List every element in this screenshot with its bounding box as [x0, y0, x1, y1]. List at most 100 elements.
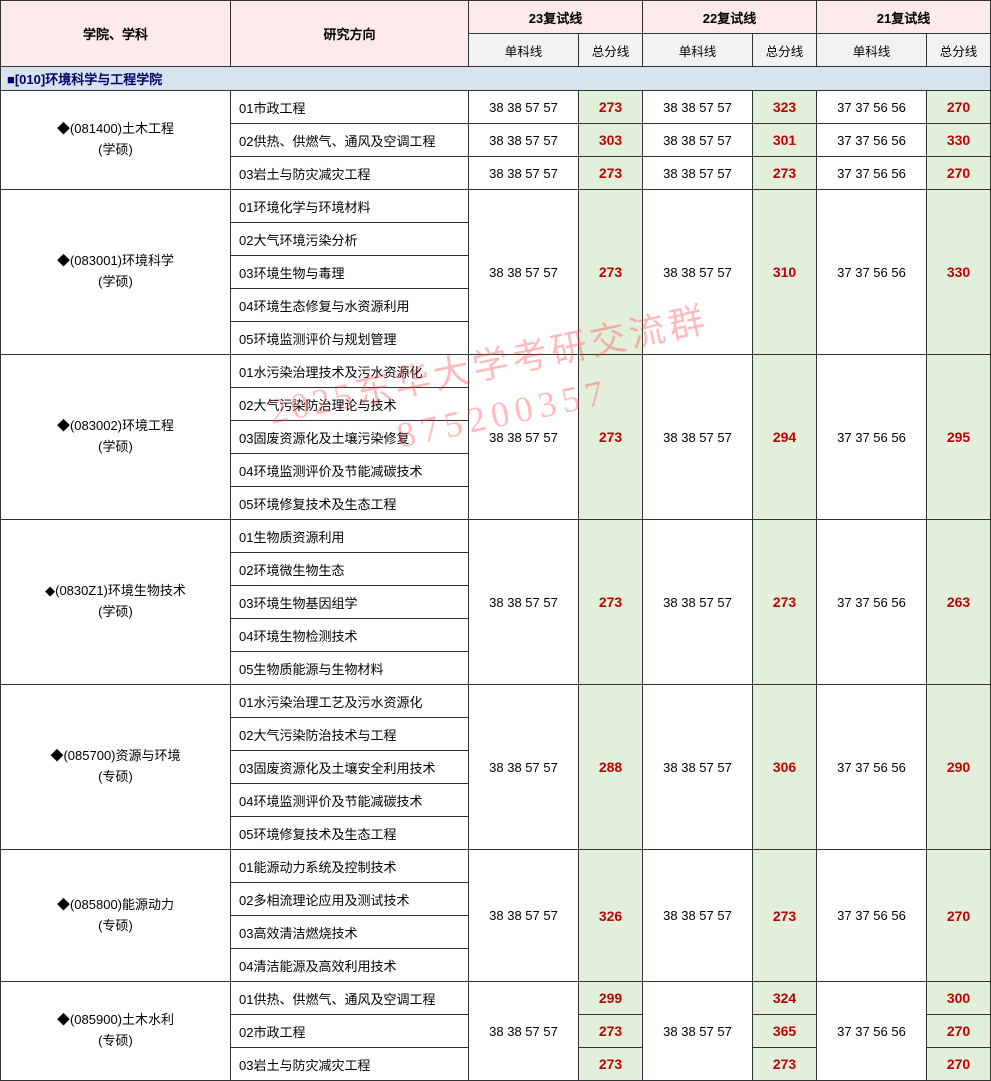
total-21: 270 — [927, 1015, 991, 1048]
total-23: 326 — [579, 850, 643, 982]
direction-cell: 02大气污染防治技术与工程 — [231, 718, 469, 751]
direction-cell: 02市政工程 — [231, 1015, 469, 1048]
total-22: 323 — [753, 91, 817, 124]
major-cell: ◆(0830Z1)环境生物技术(学硕) — [1, 520, 231, 685]
total-22: 306 — [753, 685, 817, 850]
direction-cell: 01水污染治理技术及污水资源化 — [231, 355, 469, 388]
direction-cell: 03高效清洁燃烧技术 — [231, 916, 469, 949]
major-type: (学硕) — [98, 439, 133, 454]
total-22: 324 — [753, 982, 817, 1015]
header-direction: 研究方向 — [231, 1, 469, 67]
score-21: 37 37 56 56 — [817, 850, 927, 982]
direction-cell: 05环境修复技术及生态工程 — [231, 487, 469, 520]
header-y23: 23复试线 — [469, 1, 643, 34]
direction-cell: 05环境监测评价与规划管理 — [231, 322, 469, 355]
total-21: 330 — [927, 124, 991, 157]
major-name: ◆(0830Z1)环境生物技术 — [45, 583, 186, 598]
score-23: 38 38 57 57 — [469, 190, 579, 355]
major-cell: ◆(085900)土木水利(专硕) — [1, 982, 231, 1081]
direction-cell: 04清洁能源及高效利用技术 — [231, 949, 469, 982]
score-22: 38 38 57 57 — [643, 850, 753, 982]
major-cell: ◆(081400)土木工程 (学硕) — [1, 91, 231, 190]
direction-cell: 04环境生态修复与水资源利用 — [231, 289, 469, 322]
total-22: 273 — [753, 1048, 817, 1081]
total-22: 365 — [753, 1015, 817, 1048]
major-name: ◆(085800)能源动力 — [57, 897, 174, 912]
score-21: 37 37 56 56 — [817, 124, 927, 157]
score-21: 37 37 56 56 — [817, 520, 927, 685]
score-23: 38 38 57 57 — [469, 157, 579, 190]
total-21: 295 — [927, 355, 991, 520]
major-cell: ◆(083001)环境科学 (学硕) — [1, 190, 231, 355]
major-name: ◆(085700)资源与环境 — [50, 748, 180, 763]
direction-cell: 04环境监测评价及节能减碳技术 — [231, 784, 469, 817]
total-21: 270 — [927, 91, 991, 124]
school-banner: ■[010]环境科学与工程学院 — [1, 67, 991, 91]
score-23: 38 38 57 57 — [469, 982, 579, 1081]
total-23: 273 — [579, 355, 643, 520]
major-type: (专硕) — [98, 1033, 133, 1048]
header-y21: 21复试线 — [817, 1, 991, 34]
subheader-total: 总分线 — [927, 34, 991, 67]
direction-cell: 03环境生物与毒理 — [231, 256, 469, 289]
score-22: 38 38 57 57 — [643, 355, 753, 520]
major-name: ◆(081400)土木工程 — [57, 121, 174, 136]
total-23: 288 — [579, 685, 643, 850]
subheader-single: 单科线 — [643, 34, 753, 67]
major-name: ◆(083001)环境科学 — [57, 253, 174, 268]
score-21: 37 37 56 56 — [817, 157, 927, 190]
score-21: 37 37 56 56 — [817, 355, 927, 520]
score-21: 37 37 56 56 — [817, 982, 927, 1081]
total-21: 263 — [927, 520, 991, 685]
score-23: 38 38 57 57 — [469, 685, 579, 850]
total-21: 290 — [927, 685, 991, 850]
direction-cell: 01供热、供燃气、通风及空调工程 — [231, 982, 469, 1015]
total-21: 270 — [927, 850, 991, 982]
score-21: 37 37 56 56 — [817, 91, 927, 124]
score-22: 38 38 57 57 — [643, 91, 753, 124]
direction-cell: 03岩土与防灾减灾工程 — [231, 157, 469, 190]
direction-cell: 02环境微生物生态 — [231, 553, 469, 586]
total-21: 270 — [927, 1048, 991, 1081]
total-23: 273 — [579, 190, 643, 355]
score-23: 38 38 57 57 — [469, 124, 579, 157]
direction-cell: 01环境化学与环境材料 — [231, 190, 469, 223]
score-22: 38 38 57 57 — [643, 520, 753, 685]
direction-cell: 05环境修复技术及生态工程 — [231, 817, 469, 850]
major-name: ◆(083002)环境工程 — [57, 418, 174, 433]
major-type: (学硕) — [98, 274, 133, 289]
direction-cell: 03固废资源化及土壤污染修复 — [231, 421, 469, 454]
score-23: 38 38 57 57 — [469, 520, 579, 685]
total-22: 310 — [753, 190, 817, 355]
total-23: 299 — [579, 982, 643, 1015]
direction-cell: 03岩土与防灾减灾工程 — [231, 1048, 469, 1081]
major-type: (专硕) — [98, 918, 133, 933]
direction-cell: 03环境生物基因组学 — [231, 586, 469, 619]
header-y22: 22复试线 — [643, 1, 817, 34]
total-22: 273 — [753, 520, 817, 685]
total-23: 273 — [579, 1048, 643, 1081]
total-23: 273 — [579, 520, 643, 685]
major-cell: ◆(085700)资源与环境 (专硕) — [1, 685, 231, 850]
score-22: 38 38 57 57 — [643, 124, 753, 157]
direction-cell: 01市政工程 — [231, 91, 469, 124]
direction-cell: 05生物质能源与生物材料 — [231, 652, 469, 685]
header-school: 学院、学科 — [1, 1, 231, 67]
total-22: 301 — [753, 124, 817, 157]
total-21: 300 — [927, 982, 991, 1015]
direction-cell: 02多相流理论应用及测试技术 — [231, 883, 469, 916]
major-type: (学硕) — [98, 142, 133, 157]
total-22: 273 — [753, 850, 817, 982]
total-22: 294 — [753, 355, 817, 520]
total-23: 303 — [579, 124, 643, 157]
direction-cell: 04环境监测评价及节能减碳技术 — [231, 454, 469, 487]
score-22: 38 38 57 57 — [643, 982, 753, 1081]
subheader-total: 总分线 — [579, 34, 643, 67]
major-type: (专硕) — [98, 769, 133, 784]
score-table: 学院、学科研究方向23复试线22复试线21复试线单科线总分线单科线总分线单科线总… — [0, 0, 991, 1081]
score-22: 38 38 57 57 — [643, 190, 753, 355]
total-21: 330 — [927, 190, 991, 355]
total-23: 273 — [579, 1015, 643, 1048]
total-23: 273 — [579, 157, 643, 190]
score-21: 37 37 56 56 — [817, 190, 927, 355]
